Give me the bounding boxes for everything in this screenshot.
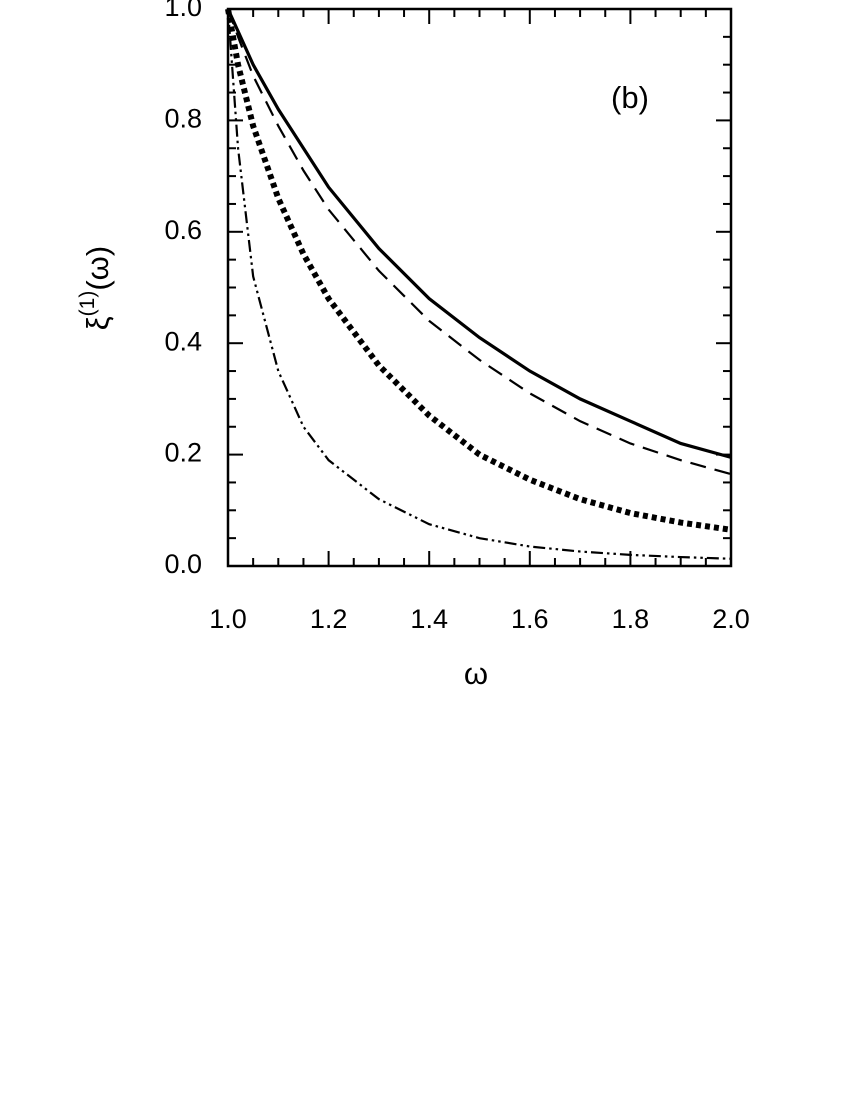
y-axis-label: ξ(1)(ω) [76, 246, 116, 330]
x-tick-label: 1.8 [612, 604, 650, 634]
x-tick-label: 2.0 [712, 604, 750, 634]
y-tick-label: 0.4 [164, 326, 202, 356]
y-tick-label: 0.8 [164, 104, 202, 134]
series-line [225, 8, 732, 533]
y-label-sup: (1) [76, 291, 99, 317]
plot-frame [226, 7, 733, 568]
y-tick-label: 0.6 [164, 215, 202, 245]
x-axis-label: ω [464, 656, 488, 691]
series-line [226, 8, 732, 459]
x-tick-label: 1.4 [410, 604, 448, 634]
panel-label: (b) [611, 80, 649, 115]
series-line [226, 8, 732, 476]
y-label-base: ξ [80, 316, 115, 330]
y-tick-label: 0.0 [164, 549, 202, 579]
x-tick-label: 1.6 [511, 604, 549, 634]
x-tick-label: 1.0 [209, 604, 247, 634]
x-tick-label: 1.2 [310, 604, 348, 634]
y-tick-label: 0.2 [164, 438, 202, 468]
series-line [226, 8, 732, 560]
y-label-arg: (ω) [80, 246, 115, 291]
y-tick-label: 1.0 [164, 0, 202, 22]
